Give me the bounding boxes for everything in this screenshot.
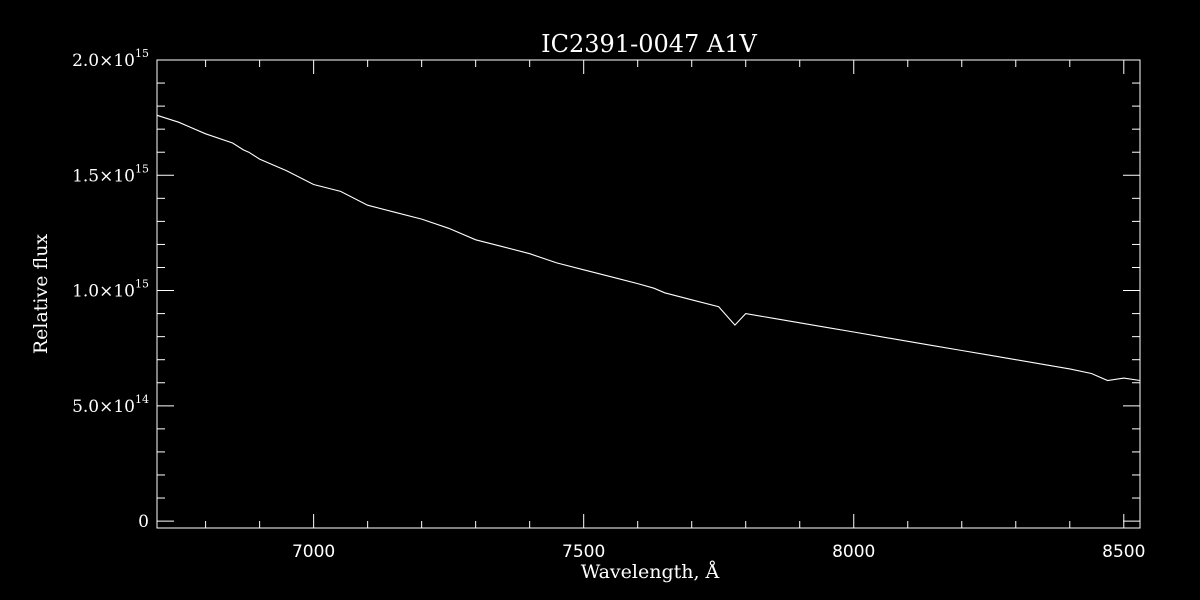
y-tick-label: 1.5×1015 (72, 162, 149, 186)
y-tick-exponent: 15 (135, 162, 149, 175)
spectrum-line (156, 114, 1141, 382)
y-tick-exponent: 15 (135, 278, 149, 291)
axes: 7000 7500 8000 850005.0×10141.0×10151.5×101… (72, 47, 1145, 562)
y-tick-label: 0 (138, 512, 149, 532)
y-tick-mantissa: 1.5×10 (72, 166, 135, 186)
y-tick-label: 1.0×1015 (72, 278, 149, 302)
y-tick-label: 2.0×1015 (72, 47, 149, 71)
y-tick-exponent: 14 (135, 393, 149, 406)
y-tick-exponent: 15 (135, 47, 149, 60)
plot-frame (156, 59, 1141, 529)
x-tick-label: 7000 (292, 542, 335, 562)
y-axis-label: Relative flux (30, 234, 52, 355)
y-tick-mantissa: 5.0×10 (72, 397, 135, 417)
y-tick-mantissa: 1.0×10 (72, 282, 135, 302)
y-tick-mantissa: 2.0×10 (72, 51, 135, 71)
y-tick-label: 5.0×1014 (72, 393, 149, 417)
x-tick-label: 8500 (1102, 542, 1145, 562)
x-axis-label: Wavelength, Å (581, 561, 720, 583)
x-tick-label: 8000 (832, 542, 875, 562)
x-tick-label: 7500 (562, 542, 605, 562)
chart-title: IC2391-0047 A1V (541, 30, 757, 58)
